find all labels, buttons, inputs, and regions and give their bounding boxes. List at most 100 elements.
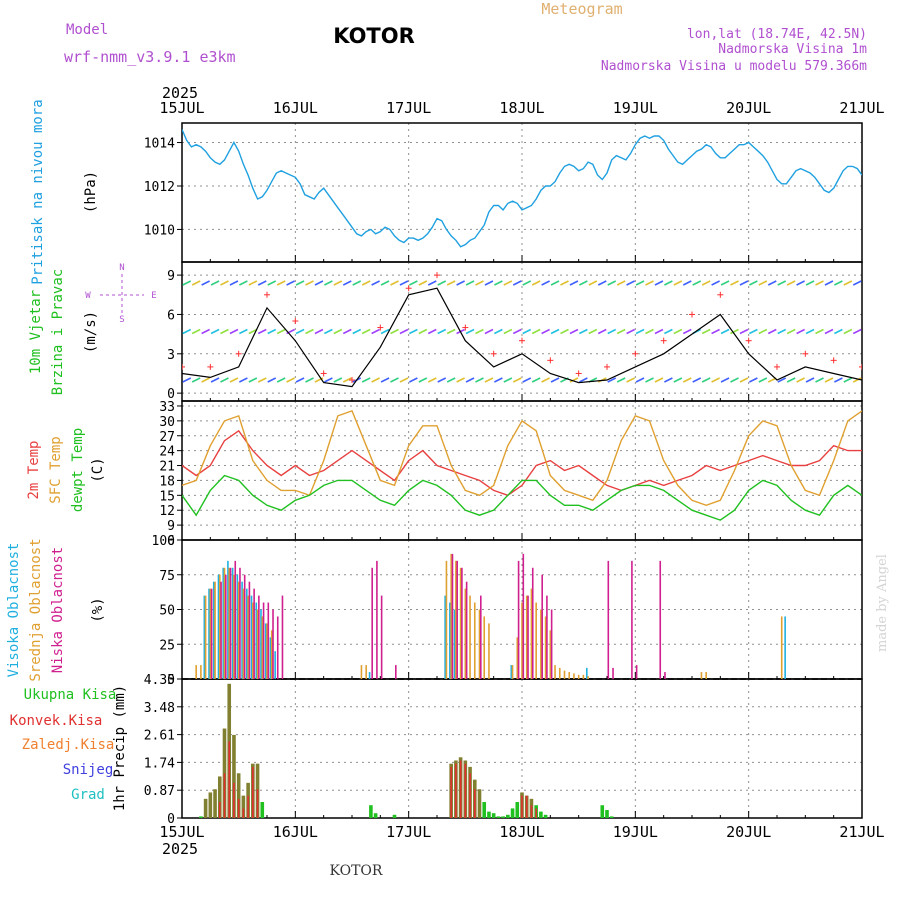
- cloud-bar: [535, 602, 537, 679]
- temp-unit: (C): [90, 457, 106, 482]
- wind-arrow: [531, 280, 541, 286]
- precip-legend-item: Zaledj.Kisa: [22, 737, 115, 753]
- precip-bar: [236, 773, 241, 818]
- precip-bar: [218, 802, 221, 818]
- wind-arrow: [824, 280, 834, 286]
- year-label-top: 2025: [162, 84, 198, 102]
- cloud-bar: [234, 560, 237, 679]
- wind-arrow: [749, 377, 758, 383]
- cloud-bar: [541, 574, 543, 679]
- wind-arrow: [446, 328, 456, 335]
- precip-bar: [464, 763, 467, 818]
- wind-arrow: [409, 328, 418, 335]
- wind-arrow: [201, 328, 210, 335]
- cloud-label-mid: Srednja Oblacnost: [28, 538, 44, 681]
- compass-s: S: [119, 315, 124, 325]
- precip-legend-item: Ukupna Kisa: [24, 687, 117, 703]
- wind-arrow: [409, 280, 418, 286]
- cloud-bar: [250, 595, 253, 679]
- cloud-bar: [784, 616, 786, 679]
- wind-arrow: [220, 377, 229, 383]
- cloud-bar: [461, 567, 463, 679]
- wind-arrow: [673, 377, 683, 383]
- cloud-bar: [274, 651, 276, 679]
- wind-arrow: [767, 328, 777, 335]
- cloud-bar: [546, 595, 548, 679]
- cloud-unit: (%): [90, 597, 106, 622]
- wind-arrow: [777, 328, 787, 335]
- y-tick-label: 100: [152, 534, 175, 549]
- y-tick-label: 0: [167, 387, 175, 402]
- precip-bar: [535, 808, 537, 818]
- wind-arrow: [834, 328, 843, 335]
- cloud-bar: [233, 574, 235, 679]
- wind-arrow: [645, 328, 654, 335]
- wind-arrow: [626, 377, 635, 383]
- wind-arrow: [418, 280, 428, 286]
- wind-arrow: [418, 328, 428, 335]
- wind-arrow: [494, 377, 503, 383]
- panel-pressure: 1010 1012 1014: [144, 122, 863, 263]
- wind-arrow: [692, 280, 702, 286]
- wind-arrow: [843, 280, 853, 286]
- cloud-bar: [237, 581, 240, 679]
- precip-bar: [506, 814, 510, 818]
- wind-arrow: [664, 280, 673, 286]
- y-tick-label: 18: [159, 474, 175, 489]
- temp-2m-line: [182, 429, 862, 497]
- cloud-bar: [242, 588, 245, 679]
- cloud-bar: [573, 673, 575, 679]
- x-tick-label-top: 21JUL: [839, 99, 884, 117]
- wind-speed-line: [182, 287, 862, 388]
- wind-arrow: [852, 328, 862, 335]
- wind-arrow: [541, 328, 550, 335]
- cloud-bar: [228, 567, 231, 679]
- precip-bar: [228, 741, 231, 818]
- cloud-bar: [631, 560, 633, 679]
- precip-bar: [543, 814, 548, 818]
- wind-arrow: [305, 280, 314, 286]
- wind-arrow: [333, 377, 343, 383]
- y-tick-label: 1012: [144, 180, 175, 195]
- wind-arrow: [248, 280, 258, 286]
- wind-arrow: [361, 377, 371, 383]
- wind-arrow: [267, 328, 277, 335]
- cloud-bar: [269, 637, 272, 679]
- cloud-bar: [262, 602, 265, 679]
- cloud-label-high: Visoka Oblacnost: [6, 543, 22, 678]
- precip-bar: [501, 816, 505, 818]
- y-tick-label: 1.74: [144, 756, 175, 771]
- wind-arrow: [342, 377, 352, 383]
- cloud-bar: [371, 567, 373, 679]
- chart-header: Model wrf-nmm_v3.9.1 e3km KOTOR Meteogra…: [64, 0, 890, 879]
- wind-arrow: [654, 377, 664, 383]
- wind-arrow: [512, 328, 522, 335]
- pressure-unit: (hPa): [83, 171, 99, 213]
- wind-arrow: [380, 377, 390, 383]
- cloud-bar: [550, 609, 553, 679]
- wind-arrow: [229, 280, 239, 286]
- wind-arrow: [257, 280, 267, 286]
- wind-arrow: [380, 328, 390, 335]
- wind-arrow: [465, 377, 475, 383]
- wind-arrow: [399, 280, 409, 286]
- cloud-bar: [225, 574, 227, 679]
- cloud-bar: [563, 670, 566, 679]
- cloud-bar: [558, 667, 561, 679]
- credit-text: made by Angel: [875, 554, 890, 652]
- wind-arrow: [503, 280, 513, 286]
- cloud-bar: [209, 588, 212, 679]
- wind-arrow: [182, 377, 192, 383]
- wind-arrow: [484, 377, 494, 383]
- precip-bar: [521, 795, 523, 818]
- wind-arrow: [437, 328, 447, 335]
- temp-dewpt-line: [182, 474, 862, 521]
- y-tick-label: 33: [159, 400, 175, 415]
- cloud-bar: [270, 630, 273, 679]
- precip-bar: [530, 805, 533, 818]
- cloud-bar: [522, 553, 525, 679]
- wind-arrow: [852, 377, 862, 383]
- pressure-axis-title: Pritisak na nivou mora: [30, 99, 46, 284]
- wind-arrow: [427, 280, 437, 286]
- wind-arrow: [286, 280, 295, 286]
